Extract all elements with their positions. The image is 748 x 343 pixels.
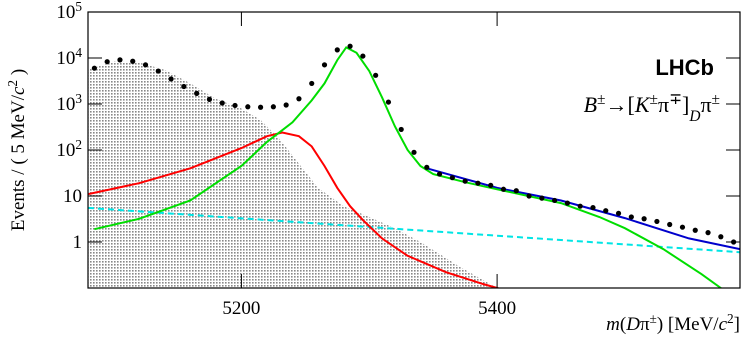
data-point: [667, 221, 673, 228]
text-part: D: [688, 108, 700, 125]
text-part: K: [634, 92, 651, 117]
data-point: [718, 234, 724, 240]
data-point: [155, 68, 161, 74]
text-part: 2: [5, 80, 20, 87]
data-point: [206, 96, 213, 102]
y-tick-label: 102: [56, 137, 82, 162]
data-point: [436, 171, 443, 177]
data-point: [309, 80, 315, 87]
data-point: [526, 193, 532, 199]
data-point: [615, 210, 622, 216]
x-tick-label: 5200: [222, 298, 260, 319]
y-tick-label: 10: [63, 186, 82, 207]
data-point: [628, 214, 634, 220]
y-tick-label: 1: [73, 232, 83, 253]
text-part: Events / ( 5 MeV/: [8, 94, 29, 231]
data-point: [194, 90, 200, 96]
data-point: [283, 102, 289, 108]
text-part: B: [584, 92, 597, 117]
data-point: [168, 76, 174, 82]
data-point: [539, 195, 545, 201]
text-part: ±: [650, 311, 657, 326]
y-tick-label: 104: [56, 45, 82, 70]
text-part: ): [8, 69, 29, 80]
data-point: [475, 180, 481, 186]
data-point: [449, 175, 455, 181]
text-part: π: [640, 314, 650, 335]
component-area: [88, 61, 498, 288]
text-part: c: [719, 314, 728, 335]
decay-label: B±→[K±π∓]Dπ±: [584, 91, 720, 125]
data-point: [679, 224, 686, 230]
data-point: [257, 104, 264, 110]
data-point: [104, 59, 110, 65]
text-part: (: [620, 314, 626, 335]
text-part: π: [700, 92, 711, 117]
data-point: [373, 72, 379, 78]
data-point: [641, 216, 647, 222]
fit-curve: [88, 131, 501, 288]
data-point: [347, 43, 353, 49]
text-part: 2: [727, 311, 734, 326]
text-part: LHCb: [655, 55, 714, 80]
fit-curve: [88, 206, 740, 254]
data-point: [219, 100, 225, 106]
data-point: [91, 65, 97, 71]
y-axis-label: Events / ( 5 MeV/c2 ): [5, 69, 30, 231]
y-tick-label: 103: [56, 91, 82, 116]
data-point: [488, 182, 494, 188]
data-point: [334, 47, 340, 53]
plot-area: [88, 43, 740, 288]
text-part: c: [8, 86, 29, 95]
data-point: [232, 102, 238, 109]
data-point: [411, 149, 417, 155]
text-part: ) [MeV/: [657, 314, 719, 335]
data-point: [577, 203, 583, 209]
data-point: [552, 197, 558, 204]
text-part: ±: [597, 91, 605, 108]
data-point: [117, 57, 123, 63]
text-part: m: [606, 314, 620, 335]
data-point: [590, 204, 596, 211]
data-point: [603, 208, 609, 214]
data-point: [360, 53, 366, 59]
data-point: [705, 230, 711, 236]
data-point: [181, 83, 187, 90]
data-point: [692, 227, 698, 233]
text-part: ∓: [669, 91, 682, 108]
x-tick-label: 5400: [478, 298, 516, 319]
data-point: [385, 99, 392, 105]
data-point: [398, 126, 404, 133]
data-point: [142, 62, 149, 68]
fit-curve: [426, 167, 740, 251]
data-point: [245, 104, 251, 110]
x-axis-label: m(Dπ±) [MeV/c2]: [606, 311, 740, 336]
data-point: [424, 164, 430, 170]
experiment-label: LHCb: [655, 55, 714, 80]
text-part: →[: [606, 92, 635, 117]
text-part: D: [625, 314, 640, 335]
data-point: [270, 104, 276, 110]
text-part: ±: [712, 91, 720, 108]
text-part: ±: [650, 91, 658, 108]
data-point: [500, 186, 507, 192]
text-part: ]: [682, 92, 689, 117]
data-point: [321, 62, 328, 68]
fit-curve: [94, 46, 723, 288]
data-point: [130, 58, 136, 64]
data-point: [564, 200, 571, 206]
data-point: [296, 96, 302, 102]
data-point: [462, 178, 468, 184]
text-part: π: [658, 92, 669, 117]
data-point: [654, 218, 660, 225]
text-part: ]: [734, 314, 740, 335]
data-point: [513, 188, 519, 194]
y-tick-label: 105: [56, 0, 82, 23]
